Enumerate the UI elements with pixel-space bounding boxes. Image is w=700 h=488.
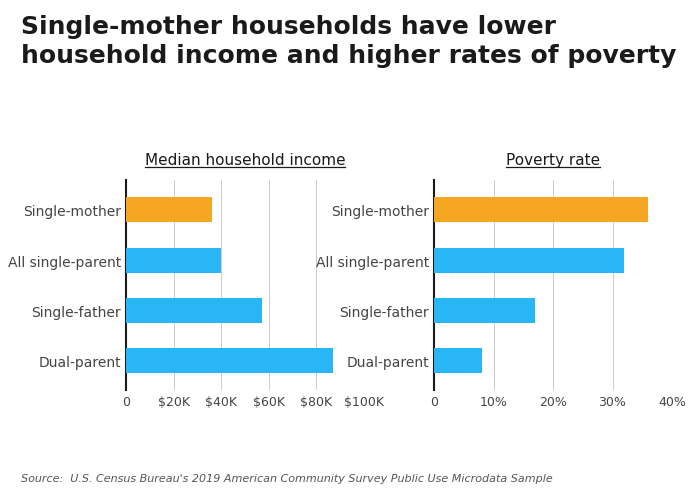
Bar	[434, 198, 648, 223]
Text: Median household income: Median household income	[145, 153, 345, 168]
Bar	[434, 348, 482, 373]
Text: Single-mother households have lower
household income and higher rates of poverty: Single-mother households have lower hous…	[21, 15, 676, 68]
Bar	[126, 248, 221, 273]
Bar	[126, 298, 262, 323]
Bar	[126, 198, 211, 223]
Text: Source:  U.S. Census Bureau's 2019 American Community Survey Public Use Microdat: Source: U.S. Census Bureau's 2019 Americ…	[21, 473, 553, 483]
Bar	[126, 348, 333, 373]
Bar	[434, 298, 535, 323]
Bar	[434, 248, 624, 273]
Text: Poverty rate: Poverty rate	[506, 153, 600, 168]
